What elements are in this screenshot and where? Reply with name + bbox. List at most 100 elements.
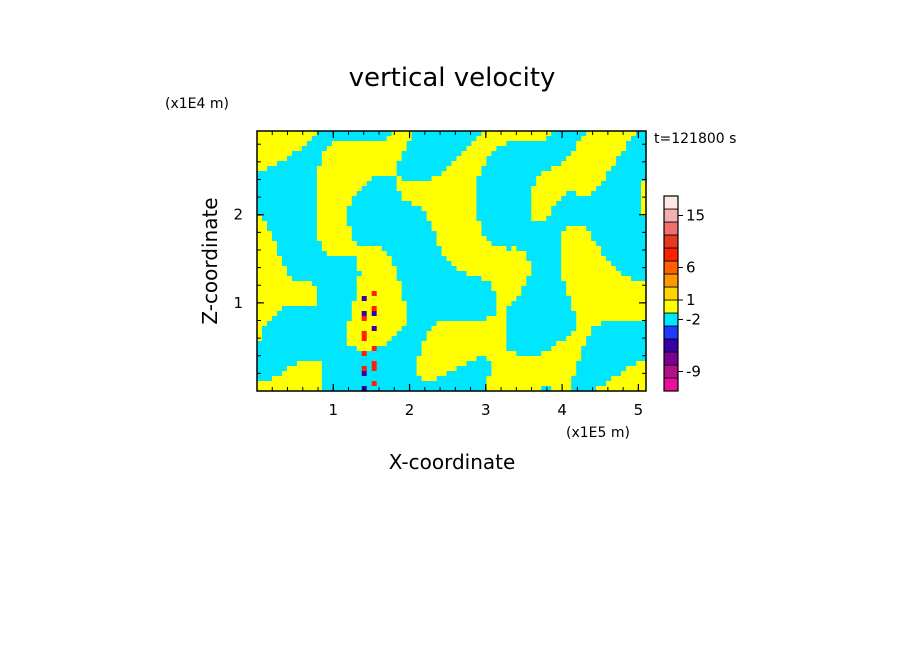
field-cell xyxy=(331,351,338,357)
field-cell xyxy=(641,301,647,307)
field-cell xyxy=(561,356,567,362)
field-cell xyxy=(436,251,443,257)
field-cell xyxy=(496,196,502,202)
field-cell xyxy=(271,236,278,242)
field-cell xyxy=(301,136,308,142)
field-cell xyxy=(551,166,557,172)
field-cell xyxy=(376,346,383,352)
field-cell xyxy=(421,151,428,157)
field-cell xyxy=(341,371,348,377)
field-cell xyxy=(546,141,552,147)
field-cell xyxy=(366,301,373,307)
field-cell xyxy=(451,341,458,347)
field-cell xyxy=(406,286,413,292)
field-cell xyxy=(281,266,288,272)
field-cell xyxy=(561,316,567,322)
field-cell xyxy=(446,381,453,387)
field-cell xyxy=(581,316,587,322)
field-cell xyxy=(531,296,537,302)
field-cell xyxy=(496,351,502,357)
field-cell xyxy=(336,316,343,322)
field-cell xyxy=(621,336,627,342)
field-cell xyxy=(356,261,363,267)
field-cell xyxy=(466,211,473,217)
field-cell xyxy=(341,361,348,367)
field-cell xyxy=(541,176,547,182)
field-cell xyxy=(626,161,632,167)
field-cell xyxy=(257,331,263,337)
field-cell xyxy=(366,346,373,352)
field-cell xyxy=(611,131,617,137)
field-cell xyxy=(356,206,363,212)
field-cell xyxy=(641,186,647,192)
field-cell xyxy=(626,321,632,327)
field-cell xyxy=(511,196,517,202)
field-cell xyxy=(386,301,393,307)
field-cell xyxy=(581,166,587,172)
field-cell xyxy=(371,186,378,192)
field-cell xyxy=(601,351,607,357)
field-cell xyxy=(351,291,358,297)
field-cell xyxy=(496,361,502,367)
field-cell xyxy=(446,281,453,287)
field-cell xyxy=(466,386,473,392)
field-cell xyxy=(466,341,473,347)
field-cell xyxy=(556,156,562,162)
field-cell xyxy=(271,301,278,307)
field-cell xyxy=(331,286,338,292)
field-cell xyxy=(636,351,642,357)
field-cell xyxy=(406,306,413,312)
field-cell xyxy=(301,151,308,157)
field-cell xyxy=(531,361,537,367)
field-cell xyxy=(481,211,488,217)
field-cell xyxy=(336,176,343,182)
field-cell xyxy=(316,156,323,162)
field-cell xyxy=(586,196,592,202)
field-cell xyxy=(451,151,458,157)
field-cell xyxy=(331,346,338,352)
field-cell xyxy=(411,226,418,232)
field-cell xyxy=(271,381,278,387)
field-cell xyxy=(501,321,507,327)
field-cell xyxy=(556,166,562,172)
field-cell xyxy=(396,221,403,227)
field-cell xyxy=(321,371,328,377)
field-cell xyxy=(461,286,468,292)
field-cell xyxy=(556,296,562,302)
field-cell xyxy=(311,311,318,317)
field-cell xyxy=(376,316,383,322)
field-cell xyxy=(371,196,378,202)
field-cell xyxy=(576,366,582,372)
field-cell xyxy=(276,381,283,387)
field-cell xyxy=(376,181,383,187)
field-cell xyxy=(376,291,383,297)
field-cell xyxy=(496,331,502,337)
field-cell xyxy=(441,356,448,362)
field-cell xyxy=(341,356,348,362)
field-cell xyxy=(276,371,283,377)
field-cell xyxy=(351,311,358,317)
field-cell xyxy=(561,221,567,227)
field-cell xyxy=(341,161,348,167)
field-cell xyxy=(516,346,522,352)
field-cell xyxy=(396,216,403,222)
field-cell xyxy=(366,171,373,177)
field-cell xyxy=(257,341,263,347)
field-cell xyxy=(361,361,368,367)
field-cell xyxy=(476,171,483,177)
field-cell xyxy=(456,316,463,322)
field-cell xyxy=(296,181,303,187)
field-cell xyxy=(421,221,428,227)
field-cell xyxy=(466,191,473,197)
field-cell xyxy=(571,226,577,232)
field-cell xyxy=(296,131,303,137)
field-cell xyxy=(536,346,542,352)
field-cell xyxy=(596,226,602,232)
field-cell xyxy=(426,276,433,282)
field-cell xyxy=(581,176,587,182)
field-cell xyxy=(596,321,602,327)
field-cell xyxy=(326,246,333,252)
field-cell xyxy=(596,251,602,257)
field-cell xyxy=(601,136,607,142)
field-cell xyxy=(331,201,338,207)
